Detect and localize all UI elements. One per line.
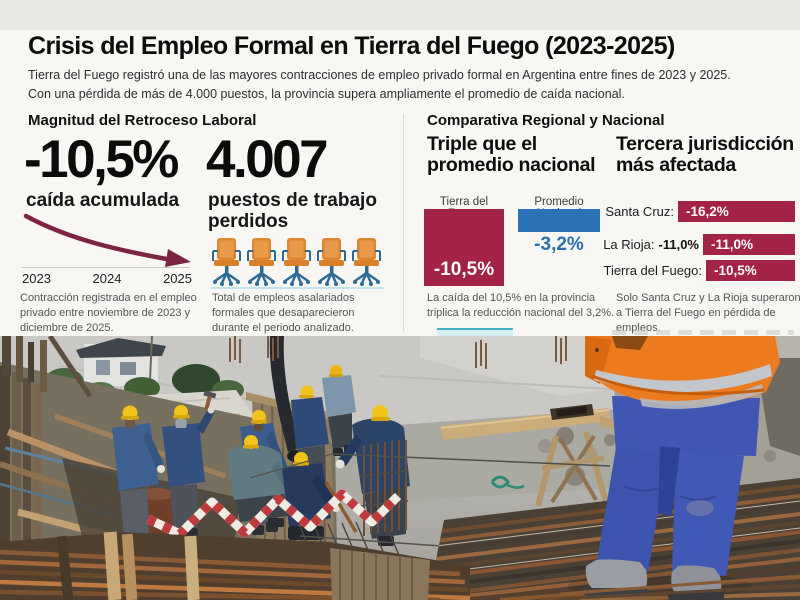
office-chair-icon xyxy=(247,238,276,286)
national-heading-line1: Triple que el xyxy=(427,133,537,155)
office-chair-icon xyxy=(212,238,241,286)
construction-photo xyxy=(0,336,800,600)
decline-arrow-icon xyxy=(23,213,191,267)
worker-figure xyxy=(112,405,165,546)
bar-tierra-del-fuego-value: -10,5% xyxy=(433,259,495,280)
subtitle-line-1: Tierra del Fuego registró una de las may… xyxy=(28,68,731,82)
ranking-caption: Solo Santa Cruz y La Rioja superaron a T… xyxy=(616,292,800,334)
decline-label: caída acumulada xyxy=(26,190,180,211)
ranking-heading-line2: más afectada xyxy=(616,154,736,177)
left-section-heading: Magnitud del Retroceso Laboral xyxy=(28,112,257,129)
timeline-axis xyxy=(22,267,190,268)
jobs-lost-label: puestos de trabajo perdidos xyxy=(208,190,378,233)
ranking-label-la-rioja: La Rioja: -11,0% xyxy=(540,237,699,252)
national-comparison-heading: Triple que el promedio nacional xyxy=(427,133,596,177)
cut-off-text-remnant xyxy=(612,330,794,335)
ranking-bar-tierra-del-fuego: -10,5% xyxy=(706,260,795,281)
jobs-lost-label-line1: puestos de trabajo xyxy=(208,190,377,211)
section-divider xyxy=(403,114,404,332)
lost-jobs-chairs-row xyxy=(210,237,383,286)
rebar-cage xyxy=(359,440,409,536)
ranking-label-tierra-del-fuego: Tierra del Fuego: xyxy=(540,263,702,278)
page-title: Crisis del Empleo Formal en Tierra del F… xyxy=(28,32,675,60)
hazard-tape xyxy=(146,489,402,539)
photo-workers-group xyxy=(112,365,410,546)
year-2023: 2023 xyxy=(22,271,51,286)
office-chair-icon xyxy=(352,238,381,286)
ranking-label-santa-cruz: Santa Cruz: xyxy=(540,204,674,219)
jobs-lost-caption: Total de empleos asalariados formales qu… xyxy=(212,292,355,334)
foreman-worker xyxy=(559,336,800,600)
cut-off-chart-element xyxy=(437,328,513,338)
ranking-label-bold: -11,0% xyxy=(658,237,699,252)
ranking-label-text: Santa Cruz: xyxy=(605,204,674,219)
office-chair-icon xyxy=(317,238,346,286)
ranking-label-text: La Rioja: xyxy=(603,237,655,252)
timeline-years: 2023 2024 2025 xyxy=(22,271,192,286)
jobs-lost-label-line2: perdidos xyxy=(208,211,289,233)
bar-promedio-nacional-value: -3,2% xyxy=(534,234,584,255)
ranking-bar-la-rioja: -11,0% xyxy=(703,234,795,255)
national-heading-line2: promedio nacional xyxy=(427,154,596,177)
jobs-lost-value: 4.007 xyxy=(206,130,329,189)
subtitle-line-2: Con una pérdida de más de 4.000 puestos,… xyxy=(28,87,625,101)
bar-promedio-nacional xyxy=(518,209,600,232)
ranking-heading-line1: Tercera jurisdicción xyxy=(616,133,794,155)
foreman-pants xyxy=(596,396,760,576)
foreground-rebar-bundle xyxy=(0,531,470,600)
office-chair-icon xyxy=(282,238,311,286)
ranking-bar-santa-cruz: -16,2% xyxy=(678,201,795,222)
decline-caption: Contracción registrada en el empleo priv… xyxy=(20,292,197,334)
year-2025: 2025 xyxy=(163,271,192,286)
year-2024: 2024 xyxy=(92,271,122,286)
rebar-dowel-clusters xyxy=(229,336,567,369)
ranking-heading: Tercera jurisdicción más afectada xyxy=(616,133,794,177)
chairs-baseline xyxy=(211,287,384,289)
bar-tierra-del-fuego: -10,5% xyxy=(424,209,504,286)
decline-value: -10,5% xyxy=(24,130,179,189)
national-comparison-caption: La caída del 10,5% en la provincia tripl… xyxy=(427,292,615,319)
foreman-jacket xyxy=(585,336,780,409)
right-section-heading: Comparativa Regional y Nacional xyxy=(427,112,665,129)
ranking-label-text: Tierra del Fuego: xyxy=(603,263,702,278)
top-strip xyxy=(0,0,800,30)
